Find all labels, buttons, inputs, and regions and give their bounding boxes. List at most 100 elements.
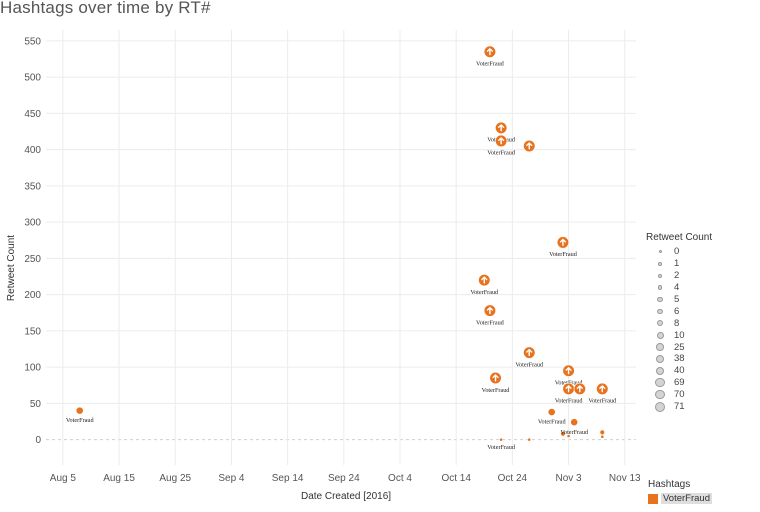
data-point-label: VoterFraud [515, 361, 544, 368]
data-point[interactable] [599, 429, 605, 436]
size-circle-icon [652, 294, 668, 306]
size-circle-icon [652, 305, 668, 317]
size-circle-icon [652, 377, 668, 389]
size-legend-item: 4 [646, 282, 756, 294]
x-tick-label: Sep 14 [272, 473, 304, 484]
data-point-label: VoterFraud [482, 387, 511, 394]
y-tick-label: 50 [30, 399, 42, 410]
data-point[interactable]: VoterFraud [476, 304, 505, 327]
data-point-label: VoterFraud [560, 429, 589, 436]
data-point[interactable]: VoterFraud [487, 134, 516, 157]
size-legend-label: 6 [674, 305, 680, 317]
data-point[interactable]: VoterFraud [515, 346, 544, 369]
data-point[interactable]: VoterFraud [487, 437, 516, 451]
data-point-label: VoterFraud [66, 417, 95, 424]
x-tick-label: Nov 3 [556, 473, 583, 484]
x-tick-label: Aug 5 [50, 473, 77, 484]
size-legend-label: 71 [674, 401, 685, 413]
size-legend-label: 10 [674, 329, 685, 341]
size-legend: Retweet Count 0 1 2 4 5 6 8 10 25 38 40 69 70 71 [646, 232, 756, 412]
x-tick-label: Oct 14 [441, 473, 471, 484]
color-legend: Hashtags VoterFraud [648, 479, 712, 504]
size-legend-label: 70 [674, 389, 685, 401]
data-point[interactable] [600, 434, 605, 439]
size-legend-label: 8 [674, 317, 680, 329]
color-legend-label: VoterFraud [661, 493, 712, 504]
data-point[interactable]: VoterFraud [588, 382, 617, 405]
size-circle-icon [652, 317, 668, 329]
size-circle-icon [652, 401, 668, 413]
size-legend-item: 71 [646, 401, 756, 413]
color-swatch-icon [648, 493, 658, 504]
y-tick-label: 300 [24, 218, 41, 229]
data-point-label: VoterFraud [549, 251, 578, 258]
size-circle-icon [652, 246, 668, 258]
data-point[interactable] [527, 437, 532, 442]
y-tick-label: 350 [24, 181, 41, 192]
size-circle-icon [652, 389, 668, 401]
x-tick-label: Oct 24 [498, 473, 528, 484]
data-point[interactable]: VoterFraud [560, 418, 589, 436]
data-point[interactable] [566, 434, 571, 438]
size-legend-item: 40 [646, 365, 756, 377]
data-points: VoterFraud VoterFraud VoterFraud VoterFraud… [66, 45, 617, 451]
size-legend-item: 0 [646, 246, 756, 258]
data-point-label: VoterFraud [588, 398, 617, 405]
size-legend-label: 1 [674, 258, 680, 270]
size-legend-label: 38 [674, 353, 685, 365]
color-legend-item[interactable]: VoterFraud [648, 493, 712, 504]
size-legend-item: 5 [646, 294, 756, 306]
data-point[interactable] [560, 431, 566, 437]
color-legend-items: VoterFraud [648, 493, 712, 504]
y-tick-label: 150 [24, 326, 41, 337]
size-legend-item: 6 [646, 305, 756, 317]
size-legend-label: 2 [674, 270, 680, 282]
x-tick-label: Oct 4 [388, 473, 412, 484]
grid-lines [46, 30, 636, 465]
size-legend-label: 0 [674, 246, 680, 258]
size-circle-icon [652, 329, 668, 341]
data-point[interactable]: VoterFraud [470, 274, 499, 296]
size-legend-item: 70 [646, 389, 756, 401]
size-legend-item: 25 [646, 341, 756, 353]
data-point[interactable]: VoterFraud [555, 382, 584, 405]
data-point[interactable]: VoterFraud [66, 406, 95, 424]
axes: 0 50 100 150 200 250 300 350 400 450 500 550 Aug 5 Au… [24, 36, 640, 484]
color-legend-title: Hashtags [648, 479, 691, 490]
x-axis-label: Date Created [2016] [301, 491, 391, 502]
size-legend-label: 4 [674, 282, 680, 294]
size-legend-label: 5 [674, 294, 680, 305]
data-point-label: VoterFraud [476, 319, 505, 326]
size-legend-item: 2 [646, 270, 756, 282]
data-point[interactable] [523, 139, 536, 153]
data-point[interactable]: VoterFraud [549, 236, 578, 259]
size-circle-icon [652, 258, 668, 270]
size-legend-label: 69 [674, 377, 685, 389]
y-tick-label: 500 [24, 73, 41, 84]
x-tick-label: Sep 4 [218, 473, 245, 484]
size-circle-icon [652, 365, 668, 377]
y-tick-label: 450 [24, 109, 41, 120]
y-tick-label: 250 [24, 254, 41, 265]
y-tick-label: 550 [24, 36, 41, 47]
x-tick-label: Aug 25 [159, 473, 191, 484]
y-tick-label: 400 [24, 145, 41, 156]
y-tick-label: 100 [24, 363, 41, 374]
x-tick-label: Nov 13 [609, 473, 640, 484]
chart-title: Hashtags over time by RT# [0, 0, 211, 17]
data-point[interactable]: VoterFraud [476, 45, 505, 68]
data-point-label: VoterFraud [470, 289, 499, 296]
data-point[interactable] [573, 382, 586, 395]
size-circle-icon [652, 341, 668, 353]
x-tick-label: Sep 24 [328, 473, 360, 484]
data-point-label: VoterFraud [476, 61, 505, 68]
data-point[interactable]: VoterFraud [538, 408, 567, 426]
data-point-label: VoterFraud [487, 150, 516, 157]
y-tick-label: 0 [35, 435, 41, 446]
size-legend-items: 0 1 2 4 5 6 8 10 25 38 40 69 70 71 [646, 246, 756, 412]
size-circle-icon [652, 282, 668, 294]
size-circle-icon [652, 270, 668, 282]
y-tick-label: 200 [24, 290, 41, 301]
data-point-label: VoterFraud [555, 398, 584, 405]
data-point[interactable]: VoterFraud [482, 371, 511, 394]
